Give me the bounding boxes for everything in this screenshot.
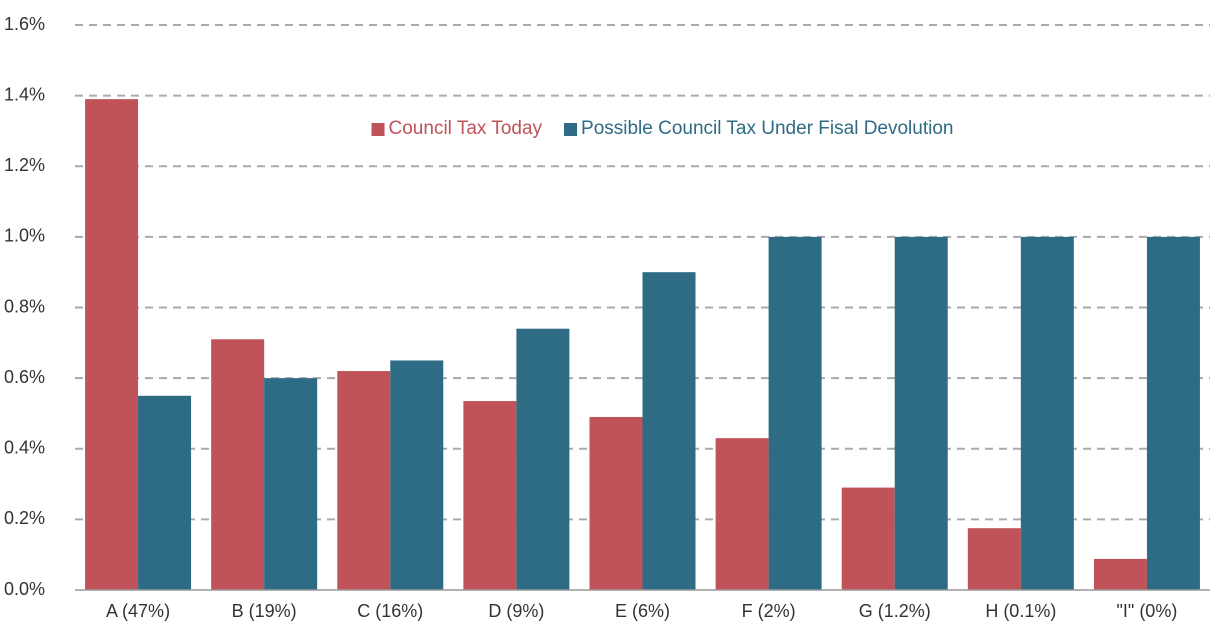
x-tick-label: F (2%) <box>742 601 796 621</box>
bar <box>516 328 570 590</box>
bar <box>1093 558 1147 590</box>
y-tick-label: 1.4% <box>4 84 45 104</box>
x-tick-label: B (19%) <box>232 601 297 621</box>
bar <box>85 99 139 590</box>
x-tick-label: E (6%) <box>615 601 670 621</box>
bar <box>211 339 265 590</box>
bar <box>337 371 391 590</box>
x-tick-label: "I" (0%) <box>1117 601 1178 621</box>
y-tick-label: 0.2% <box>4 508 45 528</box>
y-tick-label: 1.2% <box>4 155 45 175</box>
x-tick-label: C (16%) <box>357 601 423 621</box>
bar <box>1020 236 1074 590</box>
y-tick-label: 0.6% <box>4 367 45 387</box>
legend-swatch <box>371 123 385 136</box>
x-tick-label: H (0.1%) <box>985 601 1056 621</box>
bar <box>715 438 769 590</box>
bar <box>589 416 643 590</box>
x-tick-label: G (1.2%) <box>859 601 931 621</box>
y-tick-label: 1.6% <box>4 14 45 34</box>
bar <box>264 378 318 590</box>
bar <box>390 360 444 590</box>
bar <box>967 528 1021 590</box>
bar <box>894 236 948 590</box>
legend-swatch <box>564 123 578 136</box>
y-tick-label: 0.0% <box>4 579 45 599</box>
y-tick-label: 1.0% <box>4 226 45 246</box>
bar <box>768 236 822 590</box>
bar <box>138 395 192 590</box>
bar <box>841 487 895 590</box>
legend-label: Possible Council Tax Under Fisal Devolut… <box>581 118 953 139</box>
y-tick-label: 0.4% <box>4 438 45 458</box>
y-tick-label: 0.8% <box>4 296 45 316</box>
bar <box>463 401 517 590</box>
x-tick-label: A (47%) <box>106 601 170 621</box>
bar <box>642 272 696 590</box>
x-tick-label: D (9%) <box>488 601 544 621</box>
legend-label: Council Tax Today <box>389 118 543 139</box>
bar <box>1146 236 1200 590</box>
